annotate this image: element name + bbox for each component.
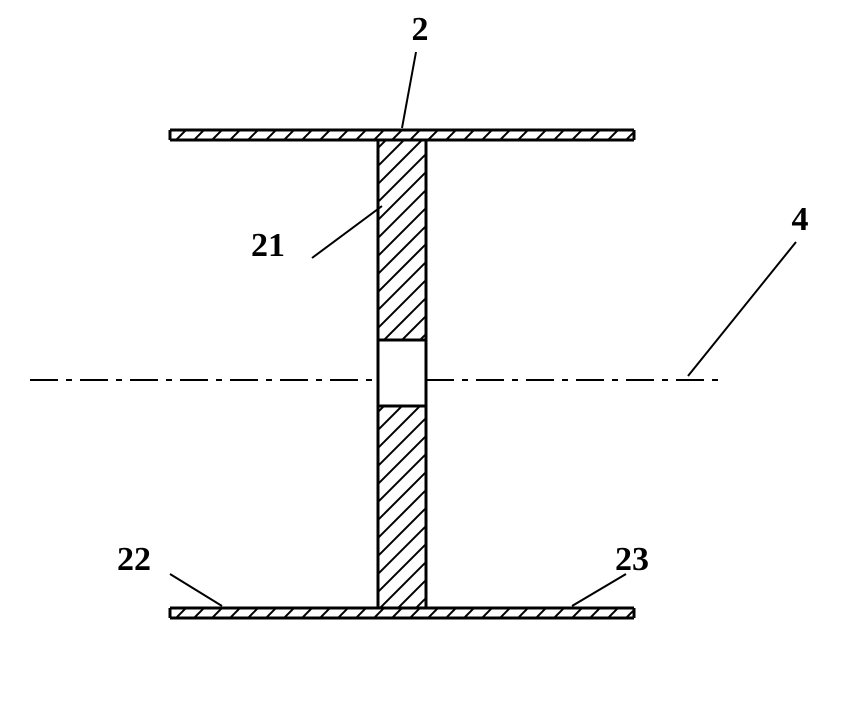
diagram-canvas: 2 4 21 22 23 <box>0 0 864 714</box>
label-23-text: 23 <box>615 541 649 578</box>
bottom-flange <box>170 608 634 618</box>
label-4-text: 4 <box>792 201 809 238</box>
label-4: 4 <box>688 201 809 376</box>
label-21-text: 21 <box>251 227 285 264</box>
label-23: 23 <box>572 541 649 606</box>
web <box>378 140 426 608</box>
label-21: 21 <box>251 206 382 264</box>
top-flange <box>170 130 634 140</box>
label-2: 2 <box>402 11 429 128</box>
label-22-text: 22 <box>117 541 151 578</box>
label-22: 22 <box>117 541 222 606</box>
label-2-text: 2 <box>412 11 429 48</box>
